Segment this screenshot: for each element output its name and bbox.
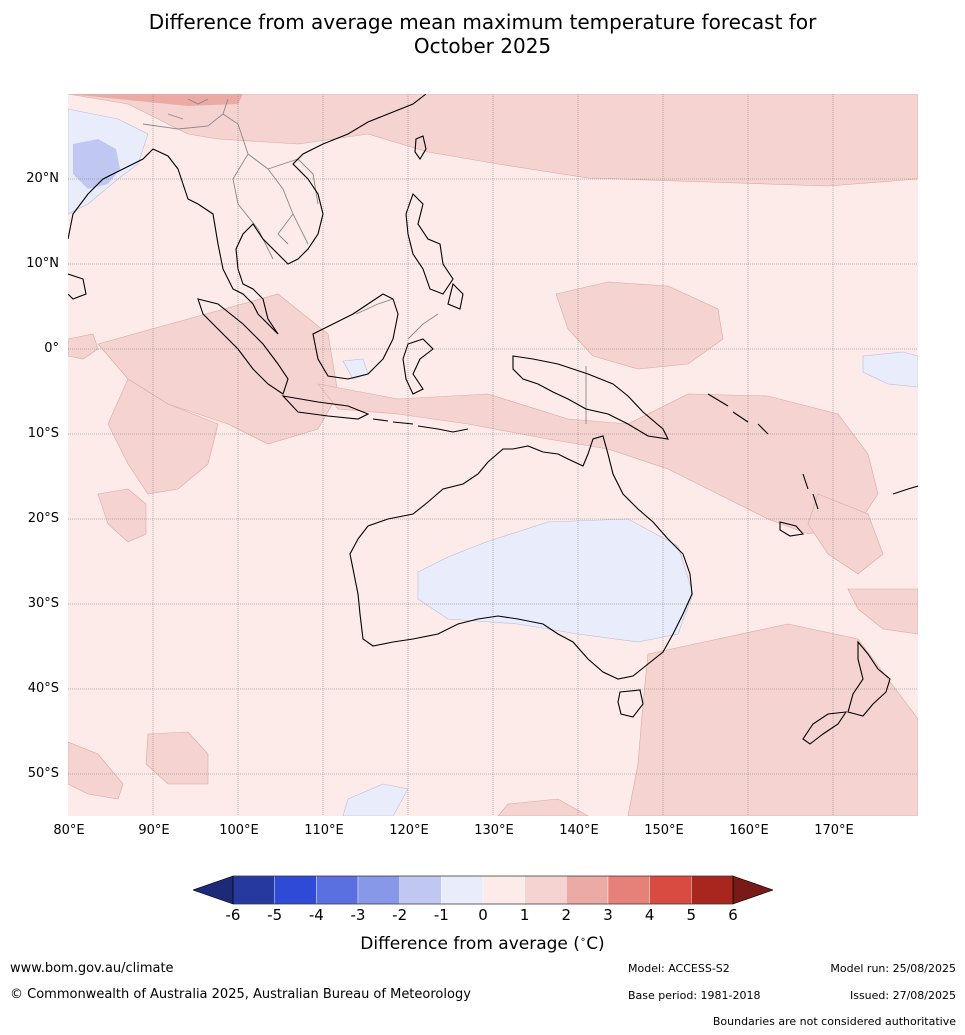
colorbar-tick-label: 6 xyxy=(728,906,738,924)
footer-model-run: Model run: 25/08/2025 xyxy=(830,962,956,975)
colorbar-bin xyxy=(399,875,442,905)
lon-label-140e: 140°E xyxy=(559,823,599,838)
colorbar-bin xyxy=(232,875,275,905)
title-line-1: Difference from average mean maximum tem… xyxy=(148,10,817,34)
map-svg xyxy=(68,94,918,816)
colorbar-outline xyxy=(232,875,734,905)
colorbar-bin xyxy=(441,875,484,905)
colorbar xyxy=(193,875,773,905)
colorbar-title: Difference from average (∘C) xyxy=(360,934,605,954)
lat-label-20n: 20°N xyxy=(26,171,59,186)
colorbar-tick-label: -1 xyxy=(433,906,449,924)
colorbar-over-arrow xyxy=(732,875,773,905)
title-line-2: October 2025 xyxy=(413,34,552,58)
anomaly-warm-regions xyxy=(68,94,918,816)
lon-label-130e: 130°E xyxy=(474,823,514,838)
footer-copyright: © Commonwealth of Australia 2025, Austra… xyxy=(10,987,471,1002)
colorbar-tick-label: 2 xyxy=(561,906,572,924)
lat-label-30s: 30°S xyxy=(27,596,59,611)
lon-label-100e: 100°E xyxy=(219,823,259,838)
colorbar-bin xyxy=(274,875,317,905)
lat-label-50s: 50°S xyxy=(27,766,59,781)
lat-label-0: 0° xyxy=(44,341,59,356)
colorbar-bin xyxy=(357,875,400,905)
lat-label-40s: 40°S xyxy=(27,681,59,696)
colorbar-under-arrow xyxy=(193,875,234,905)
colorbar-tick-label: -4 xyxy=(308,906,324,924)
colorbar-tick-label: -6 xyxy=(225,906,241,924)
colorbar-tick-label: 0 xyxy=(478,906,488,924)
colorbar-bin xyxy=(316,875,359,905)
lat-label-10n: 10°N xyxy=(26,256,59,271)
colorbar-tick-label: 1 xyxy=(519,906,530,924)
lon-label-160e: 160°E xyxy=(729,823,769,838)
colorbar-tick-label: 4 xyxy=(644,906,655,924)
colorbar-bin xyxy=(691,875,734,905)
colorbar-bin xyxy=(607,875,650,905)
colorbar-tick-label: -5 xyxy=(267,906,283,924)
lon-label-170e: 170°E xyxy=(814,823,854,838)
lon-label-120e: 120°E xyxy=(389,823,429,838)
lon-label-80e: 80°E xyxy=(53,823,85,838)
footer-url: www.bom.gov.au/climate xyxy=(10,961,174,976)
footer-issued: Issued: 27/08/2025 xyxy=(849,989,956,1002)
footer-model: Model: ACCESS-S2 xyxy=(628,962,730,975)
colorbar-bin xyxy=(566,875,609,905)
lon-label-110e: 110°E xyxy=(304,823,344,838)
colorbar-bin xyxy=(482,875,525,905)
colorbar-tick-label: 5 xyxy=(686,906,697,924)
lat-label-20s: 20°S xyxy=(27,511,59,526)
colorbar-bin xyxy=(649,875,692,905)
colorbar-bin xyxy=(524,875,567,905)
coastlines xyxy=(68,94,918,745)
footer-base-period: Base period: 1981-2018 xyxy=(628,989,761,1002)
lon-label-150e: 150°E xyxy=(644,823,684,838)
footer-disclaimer: Boundaries are not considered authoritat… xyxy=(712,1015,956,1028)
colorbar-tick-label: 3 xyxy=(603,906,613,924)
map-title: Difference from average mean maximum tem… xyxy=(0,10,965,58)
country-borders xyxy=(142,98,587,424)
colorbar-tick-label: -3 xyxy=(350,906,366,924)
lon-label-90e: 90°E xyxy=(138,823,170,838)
forecast-map xyxy=(68,94,918,816)
colorbar-bins xyxy=(232,875,734,905)
colorbar-tick-label: -2 xyxy=(392,906,408,924)
lat-label-10s: 10°S xyxy=(27,426,59,441)
